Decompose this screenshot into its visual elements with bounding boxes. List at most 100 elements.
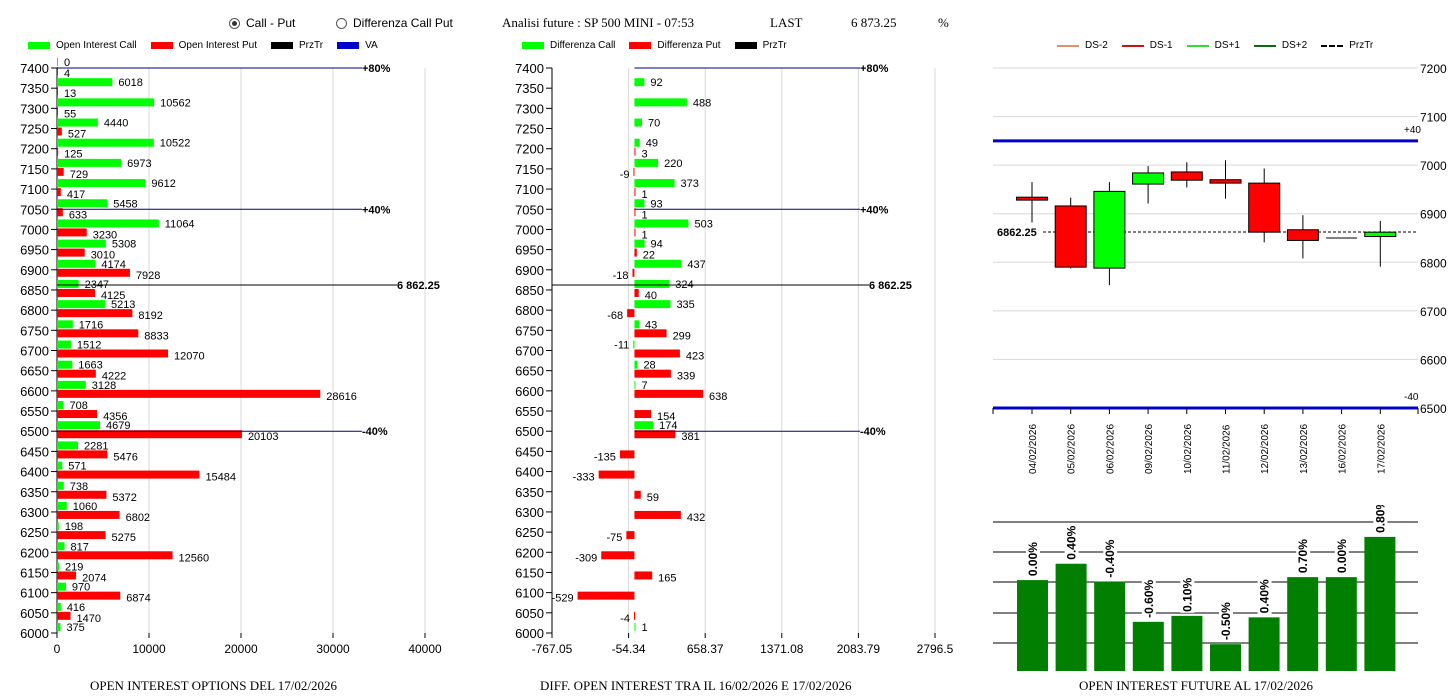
put-bar-label: 28616 [326, 391, 357, 403]
band-label: +40 [1404, 125, 1421, 136]
y-tick-label: 6900 [515, 263, 544, 278]
put-bar-label: -309 [575, 552, 597, 564]
va-label: -40% [362, 426, 388, 438]
call-bar [57, 138, 154, 147]
call-bar [57, 78, 113, 87]
y-tick-label: 6950 [515, 243, 544, 258]
call-bar [57, 582, 66, 591]
va-label: -40% [860, 426, 886, 438]
call-bar-label: -11 [614, 340, 629, 352]
put-bar-label: 638 [709, 391, 727, 403]
put-bar-label: 2074 [82, 572, 106, 584]
last-label: LAST [770, 15, 803, 30]
label-background [1026, 540, 1040, 578]
future-bar-label: 0.80% [1373, 505, 1387, 533]
y-tick-label: 7150 [515, 162, 544, 177]
call-bar [634, 179, 675, 188]
y-tick-label: 6950 [20, 243, 49, 258]
call-bar-label: 6018 [118, 77, 142, 89]
va-label: +80% [860, 63, 889, 75]
radio-call-put[interactable]: Call - Put [229, 16, 295, 30]
y-tick-label: 6850 [20, 283, 49, 298]
candle-body [1209, 179, 1242, 184]
call-bar [57, 199, 108, 208]
put-bar [634, 490, 641, 499]
call-bar-label: 416 [67, 602, 85, 614]
call-bar [57, 239, 106, 248]
put-bar-label: 4356 [103, 411, 127, 423]
call-bar-label: 10562 [160, 97, 191, 109]
put-bar-label: 417 [67, 189, 85, 201]
put-bar [57, 450, 108, 459]
call-bar-label: 2281 [84, 440, 108, 452]
y-tick-label: 6100 [515, 586, 544, 601]
call-bar-label: 0 [64, 57, 70, 69]
legend-item-prztr: PrzTr [271, 40, 323, 51]
call-bar [57, 98, 155, 107]
x-tick-label: 1371.08 [760, 642, 804, 656]
y-tick-label: 6450 [20, 444, 49, 459]
put-bar-label: -18 [613, 270, 629, 282]
call-bar [634, 380, 636, 389]
label-background [1373, 505, 1388, 534]
put-bar [627, 309, 635, 318]
y-tick-label: 6700 [20, 344, 49, 359]
put-bar-label: -68 [607, 310, 623, 322]
put-bar-label: 8833 [144, 330, 168, 342]
put-bar [619, 450, 635, 459]
call-bar [57, 158, 122, 167]
put-bar [626, 531, 635, 540]
legend-oi-options: Open Interest Call Open Interest Put Prz… [28, 40, 378, 51]
y-tick-label: 6750 [20, 323, 49, 338]
call-bar-label: 373 [681, 178, 699, 190]
y-tick-label: 7300 [20, 101, 49, 116]
y-tick-label: 7250 [20, 122, 49, 137]
call-bar [634, 219, 689, 228]
x-tick-label: 12/02/2026 [1260, 424, 1271, 474]
y-tick-label: 6800 [20, 303, 49, 318]
put-bar-label: 381 [681, 431, 699, 443]
call-bar [57, 441, 78, 450]
x-tick-label: 10000 [132, 642, 166, 656]
y-tick-label: 7350 [20, 81, 49, 96]
call-bar-label: 43 [645, 319, 657, 331]
put-bar [634, 147, 636, 156]
y-tick-label: 7300 [515, 101, 544, 116]
call-bar-label: 571 [68, 461, 86, 473]
va-label: +80% [362, 63, 391, 75]
y-tick-label: 7000 [1420, 159, 1447, 173]
last-value: 6 873.25 [851, 15, 897, 30]
put-bar-label: 59 [647, 492, 659, 504]
call-bar-label: 817 [71, 541, 89, 553]
put-bar-label: 527 [68, 129, 86, 141]
call-bar-label: 3128 [92, 380, 116, 392]
put-bar-label: 12070 [174, 351, 205, 363]
call-bar-label: 1716 [79, 319, 103, 331]
va-label: +40% [362, 204, 391, 216]
y-tick-label: 7400 [20, 61, 49, 76]
put-bar-label: 339 [677, 371, 695, 383]
put-bar-label: 20103 [248, 431, 279, 443]
call-bar-label: 4174 [101, 259, 125, 271]
put-bar [634, 430, 676, 439]
candlestick-chart: 7200 7100 7000 6900 6800 6700 6600 6500 +40 -40 04… [992, 62, 1447, 474]
legend-item-prztr: PrzTr [734, 40, 787, 51]
call-bar-label: 1512 [77, 340, 101, 352]
call-bar-label: 4440 [104, 118, 128, 130]
call-bar-label: 93 [650, 198, 662, 210]
call-bar [634, 239, 645, 248]
candle-body [1248, 182, 1281, 233]
label-background [1103, 538, 1118, 579]
put-bar [57, 571, 77, 580]
y-tick-label: 6900 [20, 263, 49, 278]
put-bar-label: 6802 [126, 512, 150, 524]
legend-item-ds-1: DS-1 [1121, 40, 1173, 51]
label-background [1064, 524, 1079, 561]
radio-differenza-call-put[interactable]: Differenza Call Put [336, 16, 453, 30]
y-tick-label: 6750 [515, 323, 544, 338]
call-bar-label: 174 [659, 420, 677, 432]
legend-dash [1321, 44, 1344, 47]
put-bar [634, 369, 671, 378]
y-tick-label: 6900 [1420, 208, 1447, 222]
call-bar [57, 602, 61, 611]
